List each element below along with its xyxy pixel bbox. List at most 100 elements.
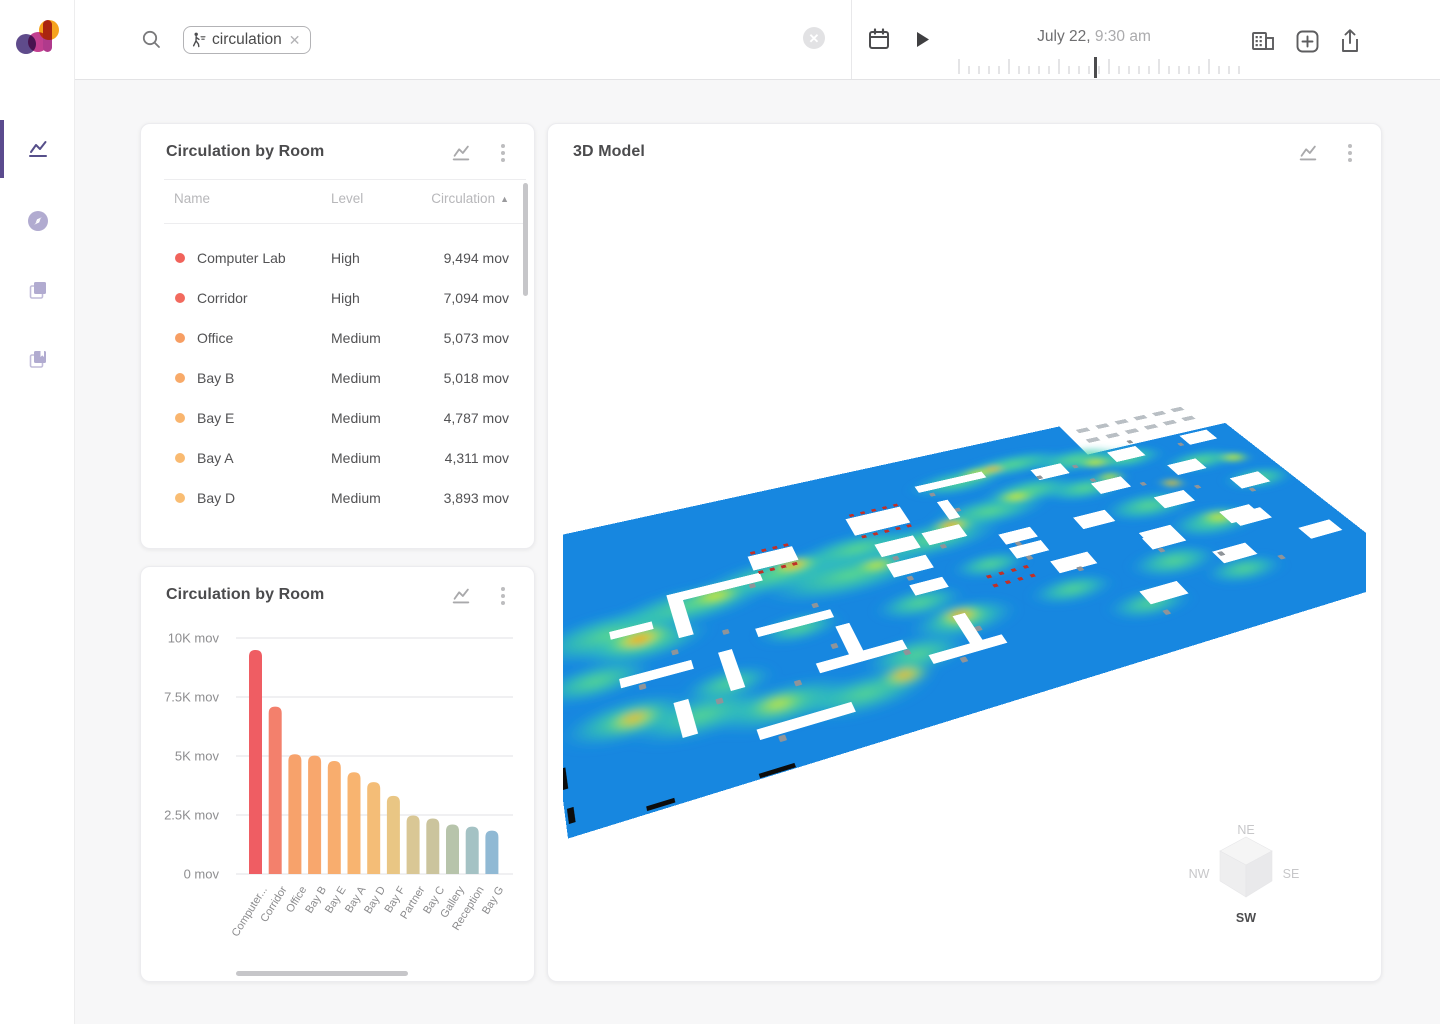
card-menu-button[interactable] xyxy=(492,142,514,164)
room-value: 3,893 mov xyxy=(443,490,509,506)
building-button[interactable] xyxy=(1248,26,1278,56)
add-widget-button[interactable] xyxy=(1292,26,1322,56)
bar[interactable] xyxy=(406,815,420,874)
table-row[interactable]: Office Medium 5,073 mov xyxy=(141,318,534,358)
ruler-tick xyxy=(1138,66,1140,74)
col-level[interactable]: Level xyxy=(331,191,364,206)
ruler-tick xyxy=(1078,66,1080,74)
timeline-ruler[interactable] xyxy=(955,0,1245,80)
bar[interactable] xyxy=(288,754,302,874)
app-logo[interactable] xyxy=(12,12,64,64)
level-dot xyxy=(175,333,185,343)
bar[interactable] xyxy=(446,824,459,874)
model-card: 3D Model NE NW SE SW xyxy=(547,123,1382,982)
bar[interactable] xyxy=(485,830,499,874)
active-nav-indicator xyxy=(0,120,4,178)
table-row[interactable]: Bay D Medium 3,893 mov xyxy=(141,478,534,518)
card-menu-button[interactable] xyxy=(492,585,514,607)
col-circulation[interactable]: Circulation ▲ xyxy=(431,191,509,206)
room-value: 4,787 mov xyxy=(443,410,509,426)
model-canvas[interactable] xyxy=(563,184,1366,966)
room-value: 9,494 mov xyxy=(443,250,509,266)
ruler-tick xyxy=(988,66,990,74)
table-row[interactable]: Corridor High 7,094 mov xyxy=(141,278,534,318)
play-icon xyxy=(917,32,929,47)
chart-scrollbar-thumb[interactable] xyxy=(236,971,408,976)
bar[interactable] xyxy=(367,782,381,874)
col-name[interactable]: Name xyxy=(174,191,211,206)
bar[interactable] xyxy=(327,761,341,874)
play-button[interactable] xyxy=(916,31,930,51)
bar[interactable] xyxy=(426,818,440,874)
sidebar-item-reports[interactable] xyxy=(0,330,75,388)
room-name: Computer Lab xyxy=(197,250,286,266)
ruler-tick xyxy=(1128,66,1130,74)
sidebar-item-dashboards[interactable] xyxy=(0,261,75,319)
sidebar-item-explore[interactable] xyxy=(0,192,75,250)
room-value: 7,094 mov xyxy=(443,290,509,306)
room-value: 5,018 mov xyxy=(443,370,509,386)
room-name: Bay A xyxy=(197,450,234,466)
ruler-tick xyxy=(1148,66,1150,74)
kebab-icon xyxy=(501,144,505,162)
calendar-button[interactable] xyxy=(867,27,891,55)
bar[interactable] xyxy=(386,795,400,874)
chip-remove-icon[interactable]: ✕ xyxy=(288,32,301,48)
y-tick-label: 0 mov xyxy=(184,867,220,882)
chart-toggle-button[interactable] xyxy=(450,585,472,607)
y-tick-label: 10K mov xyxy=(168,631,220,646)
ruler-tick xyxy=(1238,66,1240,74)
view-cube-label-ne[interactable]: NE xyxy=(1237,823,1255,837)
sidebar xyxy=(0,0,75,1024)
table-row[interactable]: Bay A Medium 4,311 mov xyxy=(141,438,534,478)
circulation-table-card: Circulation by Room Name Level Circulati… xyxy=(140,123,535,549)
room-name: Bay D xyxy=(197,490,236,506)
ruler-tick xyxy=(1108,59,1110,74)
bar[interactable] xyxy=(268,706,282,874)
dashboard-area: Circulation by Room Name Level Circulati… xyxy=(75,80,1440,1024)
y-tick-label: 2.5K mov xyxy=(164,808,219,823)
table-row[interactable]: Computer Lab High 9,494 mov xyxy=(141,238,534,278)
search-bar[interactable]: circulation ✕ xyxy=(75,0,851,80)
table-body: Computer Lab High 9,494 mov Corridor High 7,0… xyxy=(141,238,534,518)
room-level: Medium xyxy=(331,370,381,386)
sort-asc-icon: ▲ xyxy=(500,194,509,204)
bar[interactable] xyxy=(308,755,322,874)
bar[interactable] xyxy=(347,772,361,874)
ruler-tick xyxy=(968,66,970,74)
table-row[interactable]: Bay E Medium 4,787 mov xyxy=(141,398,534,438)
room-level: Medium xyxy=(331,490,381,506)
view-cube[interactable]: NE NW SE SW xyxy=(1189,821,1301,941)
layers-icon xyxy=(29,282,46,299)
chart-toggle-button[interactable] xyxy=(1297,142,1319,164)
room-level: Medium xyxy=(331,410,381,426)
divider xyxy=(164,179,526,180)
card-menu-button[interactable] xyxy=(1339,142,1361,164)
room-level: Medium xyxy=(331,450,381,466)
view-cube-icon[interactable] xyxy=(1216,835,1276,911)
kebab-icon xyxy=(1348,144,1352,162)
ruler-tick xyxy=(1158,59,1160,74)
sidebar-item-analytics[interactable] xyxy=(0,120,75,178)
level-dot xyxy=(175,373,185,383)
ruler-tick xyxy=(1198,66,1200,74)
view-cube-label-nw[interactable]: NW xyxy=(1188,867,1210,881)
y-tick-label: 5K mov xyxy=(175,749,220,764)
table-scrollbar-thumb[interactable] xyxy=(523,183,528,296)
view-cube-label-sw[interactable]: SW xyxy=(1235,911,1257,925)
view-cube-label-se[interactable]: SE xyxy=(1282,867,1300,881)
room-value: 5,073 mov xyxy=(443,330,509,346)
bar[interactable] xyxy=(465,826,479,874)
line-chart-icon xyxy=(28,141,47,157)
chart-toggle-button[interactable] xyxy=(450,142,472,164)
search-filter-chip[interactable]: circulation ✕ xyxy=(183,26,311,54)
export-button[interactable] xyxy=(1335,26,1365,56)
room-level: High xyxy=(331,290,360,306)
bar[interactable] xyxy=(249,649,262,874)
heatmap-floorplan xyxy=(563,397,1366,839)
clear-search-button[interactable]: ✕ xyxy=(803,27,825,49)
table-row[interactable]: Bay B Medium 5,018 mov xyxy=(141,358,534,398)
header-divider xyxy=(851,0,852,79)
current-time-tick[interactable] xyxy=(1094,57,1097,78)
y-tick-label: 7.5K mov xyxy=(164,690,219,705)
